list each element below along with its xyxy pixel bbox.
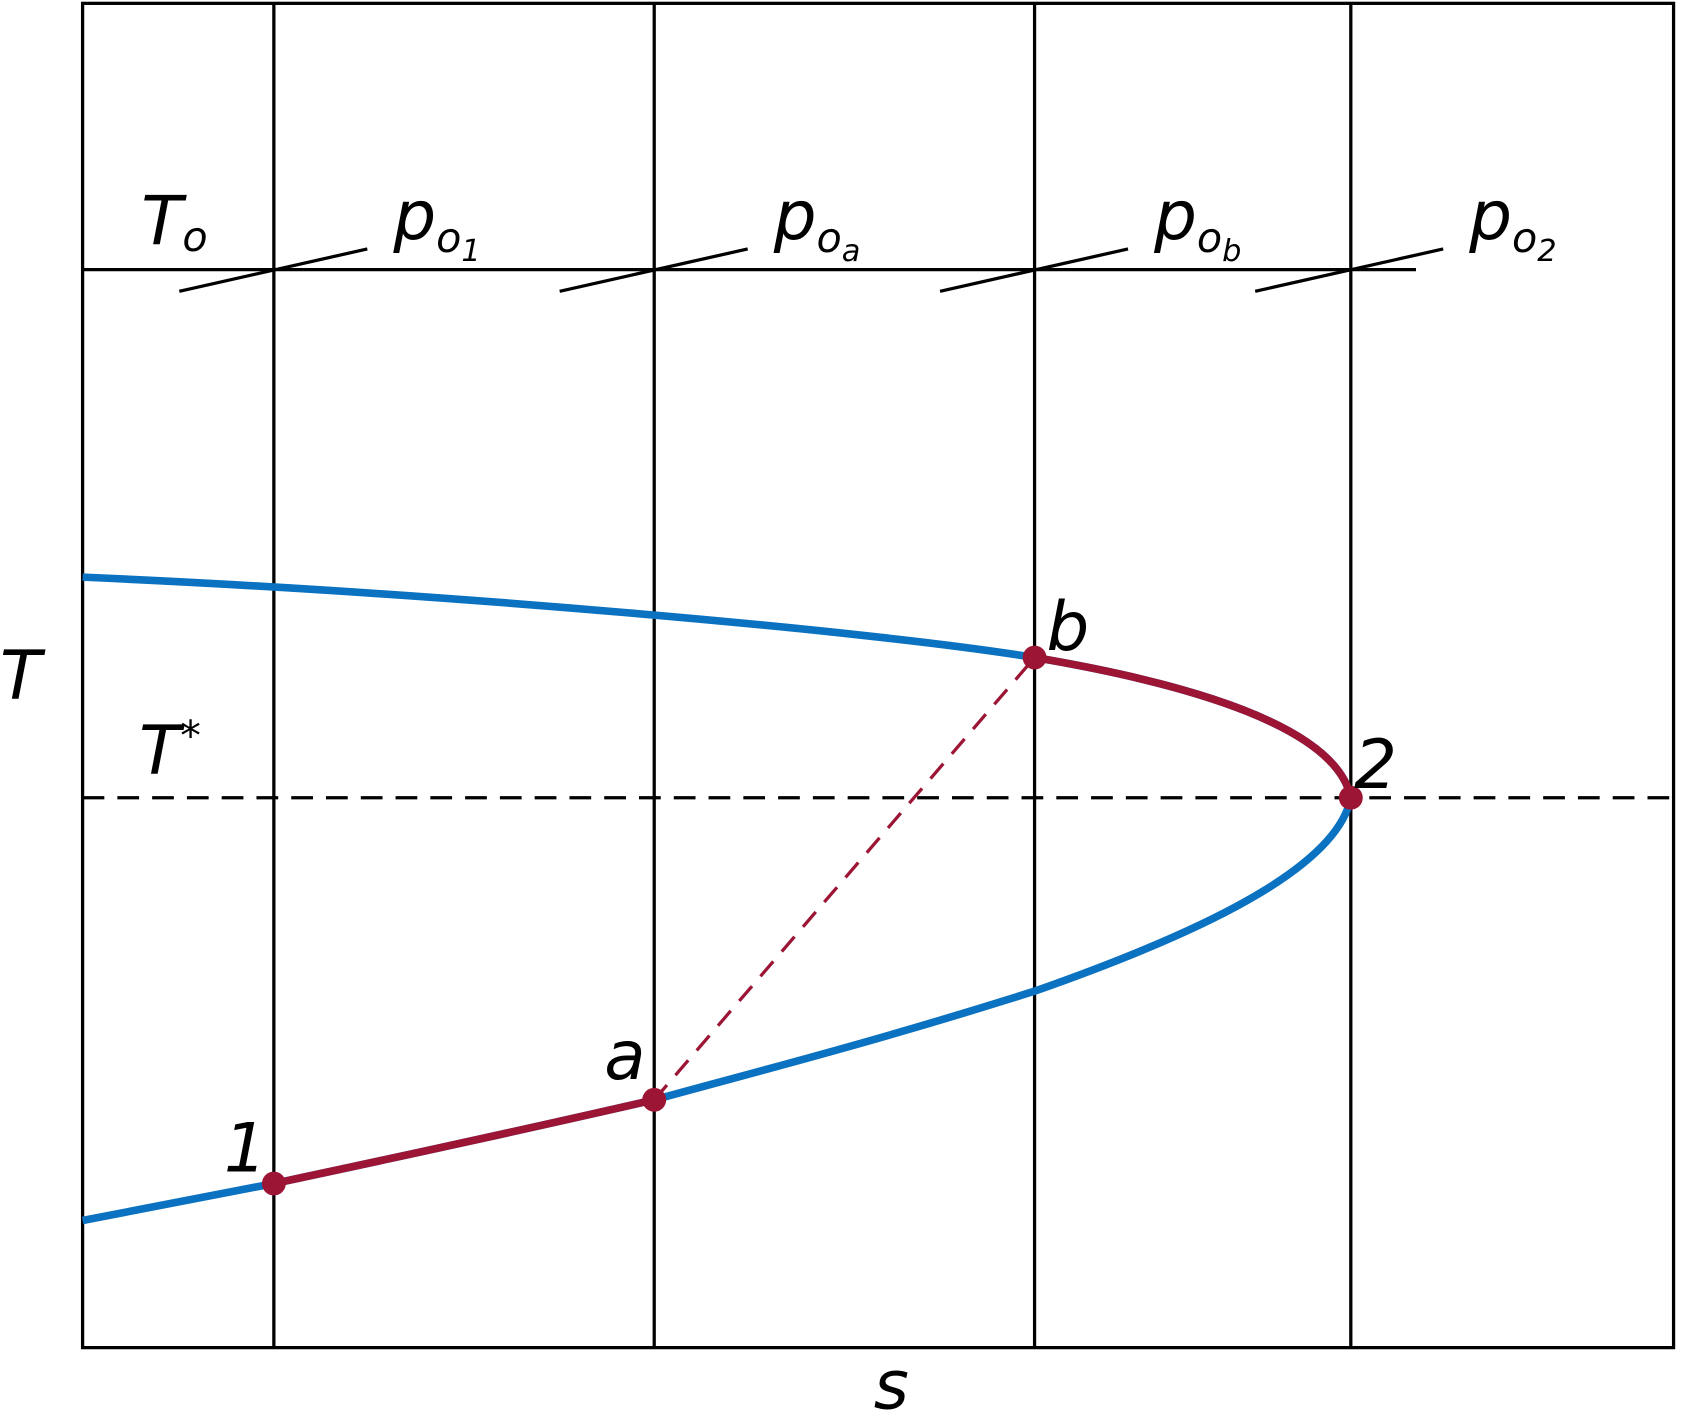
subscript: o (436, 214, 461, 262)
state-point (642, 1087, 667, 1112)
subscript: o (1197, 214, 1222, 262)
isobar-label: po2 (1468, 176, 1556, 269)
index: a (842, 234, 861, 269)
reference-label: T* (139, 711, 201, 790)
state-point (1338, 785, 1363, 810)
isobar-labels: po1 poa pob po2 (392, 176, 1556, 269)
slash-marks (178, 247, 1444, 293)
symbol: p (1153, 176, 1197, 255)
isobar-label: po1 (392, 176, 480, 269)
symbol: T (141, 182, 187, 261)
shock-line (652, 656, 1036, 1101)
x-axis-label: s (874, 1345, 909, 1414)
isotherm-label: To (141, 182, 207, 262)
state-points (261, 645, 1363, 1196)
subscript: o (817, 214, 842, 262)
index: b (1222, 234, 1241, 269)
point-label: a (604, 1016, 645, 1095)
process-1-a (273, 1096, 656, 1188)
subscript: o (182, 213, 207, 261)
slash (939, 247, 1129, 293)
slash (559, 247, 749, 293)
point-label: 1 (224, 1109, 267, 1188)
symbol: p (1468, 176, 1512, 255)
isobar-label: pob (1153, 176, 1241, 269)
index: 1 (461, 234, 480, 269)
state-point (261, 1171, 286, 1196)
index: 2 (1537, 234, 1556, 269)
subscript: o (1512, 214, 1537, 262)
symbol: T (139, 711, 185, 790)
isobar-lines (272, 3, 1353, 1348)
superscript: * (180, 712, 201, 760)
symbol: p (392, 176, 436, 255)
slash (1254, 247, 1444, 293)
point-label: 2 (1354, 725, 1397, 804)
frame (80, 1, 1676, 1350)
symbol: p (773, 176, 817, 255)
process-b-2 (1033, 653, 1355, 799)
y-axis-label: T (0, 636, 46, 715)
slash (178, 247, 368, 293)
point-label: b (1047, 587, 1090, 666)
isobar-label: poa (773, 176, 861, 269)
state-point (1022, 645, 1047, 670)
